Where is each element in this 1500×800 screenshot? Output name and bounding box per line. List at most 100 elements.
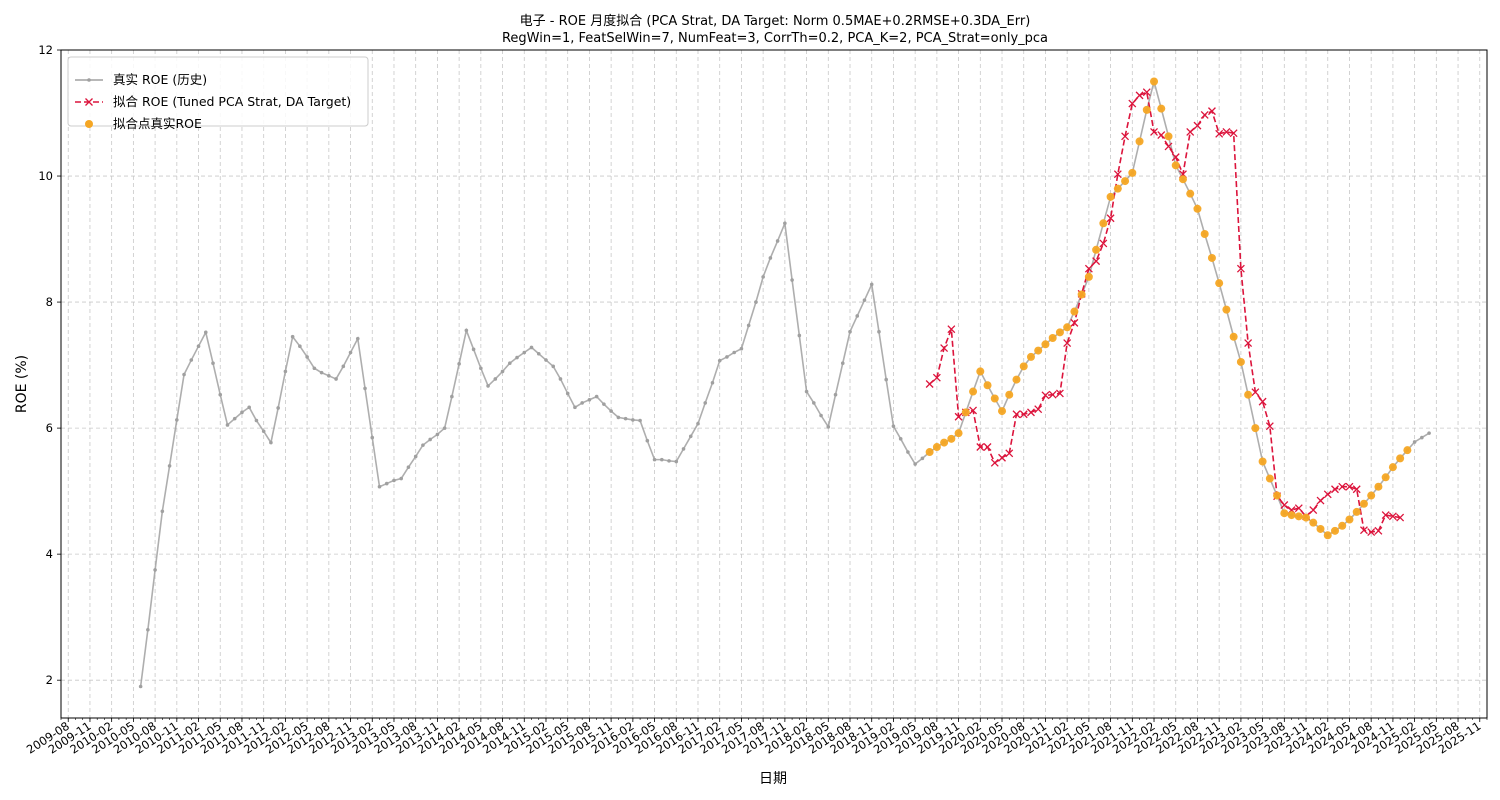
fitted-roe-point — [1338, 482, 1347, 491]
historical-roe-point — [746, 323, 751, 328]
historical-roe-point — [211, 361, 215, 366]
fitted-roe-point — [1236, 264, 1245, 273]
historical-roe-point — [189, 358, 194, 362]
historical-roe-point — [305, 355, 309, 359]
historical-roe-point — [160, 509, 165, 514]
fit-actual-roe-point — [932, 443, 941, 452]
fitted-roe-point — [998, 453, 1006, 462]
fit-actual-roe-point — [1215, 279, 1224, 288]
y-axis-label: ROE (%) — [14, 355, 30, 413]
fit-actual-roe-point — [1142, 105, 1151, 114]
y-tick-label: 4 — [46, 547, 53, 561]
historical-roe-point — [261, 429, 266, 434]
historical-roe-point — [334, 377, 338, 381]
historical-roe-point — [290, 334, 295, 339]
fit-actual-roe-point — [1019, 362, 1028, 371]
fit-actual-roe-point — [1041, 340, 1050, 349]
fit-actual-roe-point — [1171, 161, 1180, 170]
historical-roe-point — [783, 221, 787, 226]
historical-roe-point — [167, 464, 172, 468]
fit-actual-roe-point — [1244, 390, 1253, 399]
y-tick-label: 8 — [46, 295, 53, 309]
historical-roe-point — [450, 394, 454, 399]
fitted-roe-point — [947, 325, 956, 334]
fit-actual-roe-point — [1048, 333, 1057, 342]
legend: 真实 ROE (历史) 拟合 ROE (Tuned PCA Strat, DA T… — [67, 56, 369, 131]
historical-roe-point — [833, 392, 838, 397]
historical-roe-point — [269, 440, 273, 445]
historical-roe-point — [319, 370, 324, 375]
historical-roe-point — [891, 424, 896, 429]
historical-roe-point — [232, 416, 237, 421]
fit-actual-roe-point — [1251, 424, 1260, 433]
historical-roe-point — [790, 278, 794, 282]
historical-roe-point — [688, 434, 693, 439]
fit-actual-roe-point — [1258, 457, 1267, 466]
fitted-roe-point — [1084, 264, 1093, 273]
legend-marker-historical — [87, 78, 91, 82]
historical-roe-point — [761, 275, 765, 279]
fit-actual-roe-point — [1005, 390, 1014, 399]
fitted-roe-point — [1005, 449, 1014, 458]
fitted-roe-point — [925, 380, 934, 388]
fit-actual-roe-point — [1063, 323, 1072, 332]
historical-roe-point — [623, 416, 628, 421]
fitted-roe-point — [1229, 129, 1238, 138]
fit-actual-roe-point — [1323, 531, 1332, 540]
fitted-roe-point — [1027, 408, 1035, 417]
fit-actual-roe-point — [1157, 104, 1166, 113]
historical-roe-point — [660, 457, 664, 462]
historical-roe-point — [327, 374, 331, 378]
fitted-roe-point — [1207, 107, 1216, 116]
fit-actual-roe-point — [1316, 524, 1325, 533]
fitted-roe-point — [1374, 526, 1383, 535]
historical-roe-point — [616, 415, 621, 420]
historical-roe-point — [348, 350, 353, 355]
chart-title: 电子 - ROE 月度拟合 (PCA Strat, DA Target: Nor… — [520, 13, 1031, 29]
fit-actual-roe-point — [1121, 177, 1130, 186]
historical-roe-point — [609, 409, 613, 413]
historical-roe-point — [442, 426, 447, 430]
historical-roe-point — [182, 372, 186, 377]
fit-actual-roe-point — [940, 438, 949, 447]
fitted-roe-point — [1265, 422, 1274, 431]
historical-roe-point — [696, 421, 700, 426]
fit-actual-roe-point — [990, 394, 999, 403]
fit-actual-roe-point — [1381, 473, 1390, 482]
historical-roe-point — [399, 476, 404, 481]
historical-roe-point — [522, 350, 527, 355]
fitted-roe-point — [1055, 389, 1064, 398]
historical-roe-point — [754, 300, 758, 304]
fitted-roe-point — [1070, 318, 1079, 327]
fitted-roe-point — [1106, 214, 1115, 223]
historical-roe-point — [500, 369, 505, 374]
fit-actual-roe-point — [1388, 463, 1397, 472]
historical-roe-point — [203, 330, 208, 335]
historical-roe-point — [1412, 440, 1417, 444]
fitted-roe-point — [1316, 496, 1325, 505]
fitted-roe-point — [932, 373, 941, 382]
fit-actual-roe-point — [1359, 499, 1368, 508]
fitted-roe-point — [1150, 127, 1158, 136]
fitted-roe-point — [1092, 257, 1101, 266]
historical-roe-point — [355, 336, 360, 341]
historical-roe-point — [710, 380, 715, 385]
historical-roe-point — [869, 282, 874, 287]
fit-actual-roe-point — [1092, 245, 1101, 254]
fitted-roe-point — [1345, 482, 1354, 491]
fit-actual-roe-point — [1396, 454, 1405, 463]
historical-roe-point — [493, 377, 498, 381]
fitted-roe-point — [1367, 528, 1376, 537]
fit-actual-roe-point — [1055, 328, 1064, 337]
historical-roe-point — [826, 425, 831, 429]
legend-marker-fit-actual — [85, 120, 93, 128]
fitted-roe-point — [1323, 490, 1332, 499]
fit-actual-roe-point — [961, 408, 970, 417]
historical-roe-point — [631, 418, 635, 422]
historical-roe-point — [312, 366, 317, 371]
fitted-roe-point — [1186, 127, 1195, 136]
fitted-roe-point — [1309, 506, 1318, 514]
fitted-roe-point — [1396, 513, 1405, 522]
historical-roe-point — [413, 454, 418, 459]
